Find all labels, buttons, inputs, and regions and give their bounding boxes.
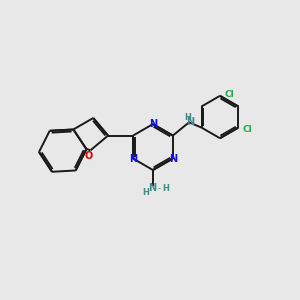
Text: N: N [149, 119, 157, 129]
Text: H: H [162, 184, 169, 193]
Text: Cl: Cl [224, 90, 234, 99]
Text: N: N [148, 183, 156, 193]
Text: H: H [184, 112, 191, 122]
Text: O: O [85, 151, 93, 160]
Text: N: N [186, 117, 195, 127]
Text: H: H [142, 188, 149, 197]
Text: -: - [158, 184, 161, 193]
Text: N: N [169, 154, 177, 164]
Text: Cl: Cl [243, 124, 253, 134]
Text: N: N [129, 154, 137, 164]
